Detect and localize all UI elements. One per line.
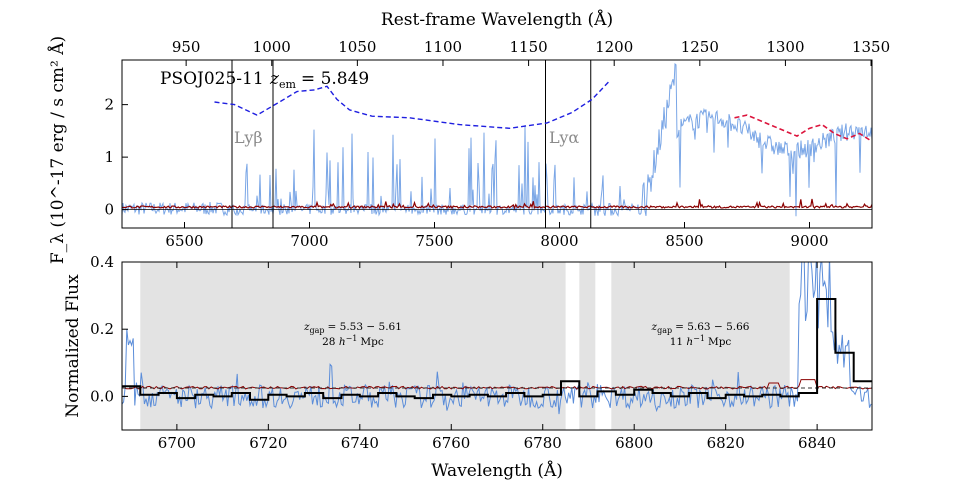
bottom-y-tick-label: 0.2 — [90, 320, 114, 338]
template-dashed-series — [214, 80, 611, 130]
bottom-x-tick-label: 6800 — [615, 434, 653, 452]
top-y-tick-label: 1 — [104, 148, 114, 166]
bottom-x-tick-label: 6760 — [432, 434, 470, 452]
bottom-x-tick-label: 6840 — [798, 434, 836, 452]
ly-alpha-label: Lyα — [549, 128, 579, 147]
top-x-ticks: 6500 7000 7500 8000 8500 9000 — [165, 222, 829, 250]
svg-text:F_λ (10^-17 erg / s cm² Å): F_λ (10^-17 erg / s cm² Å) — [47, 36, 68, 264]
redshift-label: zem = 5.849 — [269, 69, 369, 91]
top-y-tick-label: 0 — [104, 201, 114, 219]
top-plot-area — [121, 59, 873, 229]
top-secondary-tick-label: 1150 — [509, 38, 547, 56]
top-secondary-tick-label: 1250 — [681, 38, 719, 56]
bottom-x-tick-label: 6780 — [524, 434, 562, 452]
gap-redshift-label: zgap = 5.63 − 5.66 — [651, 321, 750, 335]
svg-text:Normalized Flux: Normalized Flux — [63, 274, 83, 418]
bottom-y-tick-label: 0.4 — [90, 253, 114, 271]
gap-region — [140, 262, 566, 430]
bottom-y-axis-label: Normalized Flux — [63, 274, 83, 418]
top-x-tick-label: 8000 — [540, 232, 578, 250]
binned-flux-step — [122, 298, 872, 401]
top-secondary-tick-label: 1000 — [253, 38, 291, 56]
top-x-tick-label: 8500 — [665, 232, 703, 250]
top-x-tick-label: 6500 — [165, 232, 203, 250]
gap-redshift-label: zgap = 5.53 − 5.61 — [303, 321, 402, 335]
top-x-tick-label: 7500 — [415, 232, 453, 250]
continuum-model-series — [734, 114, 872, 143]
top-y-tick-label: 2 — [104, 96, 114, 114]
bottom-flux-series — [122, 262, 872, 415]
top-y-ticks: 0 1 2 — [104, 96, 128, 219]
bottom-y-tick-label: 0.0 — [90, 387, 114, 405]
top-error-series — [122, 198, 872, 210]
object-name: PSOJ025-11 — [160, 69, 264, 89]
bottom-x-tick-label: 6740 — [341, 434, 379, 452]
bottom-x-tick-label: 6720 — [249, 434, 287, 452]
top-flux-series — [122, 62, 872, 217]
bottom-plot-area — [121, 261, 873, 431]
top-axis-label: Rest-frame Wavelength (Å) — [381, 9, 613, 30]
top-x-tick-label: 9000 — [790, 232, 828, 250]
bottom-panel: 6700 6720 6740 6760 6780 6800 6820 6840 0.00.20… — [63, 253, 873, 481]
bottom-y-ticks: 0.0 0.2 0.4 — [90, 253, 128, 405]
top-secondary-tick-label: 1100 — [424, 38, 462, 56]
top-secondary-ticks: 950 1000 1050 1100 1150 1200 1250 1300 1350 — [172, 38, 890, 66]
gap-region — [611, 262, 790, 430]
top-secondary-tick-label: 1200 — [595, 38, 633, 56]
top-secondary-tick-label: 1300 — [766, 38, 804, 56]
bottom-x-tick-label: 6700 — [158, 434, 196, 452]
ly-beta-label: Lyβ — [234, 128, 263, 147]
bottom-x-ticks: 6700 6720 6740 6760 6780 6800 6820 6840 — [158, 262, 836, 452]
top-secondary-tick-label: 1350 — [852, 38, 890, 56]
bottom-x-tick-label: 6820 — [707, 434, 745, 452]
top-secondary-tick-label: 950 — [172, 38, 201, 56]
top-x-tick-label: 7000 — [290, 232, 328, 250]
gap-distance-label: 11 h−1 Mpc — [670, 334, 732, 348]
top-secondary-tick-label: 1050 — [338, 38, 376, 56]
top-y-axis-label: F_λ (10^-17 erg / s cm² Å) — [47, 36, 68, 264]
bottom-x-axis-label: Wavelength (Å) — [431, 460, 563, 481]
top-panel: Rest-frame Wavelength (Å) 950 1000 1050 110… — [47, 9, 890, 264]
gap-distance-label: 28 h−1 Mpc — [322, 334, 384, 348]
